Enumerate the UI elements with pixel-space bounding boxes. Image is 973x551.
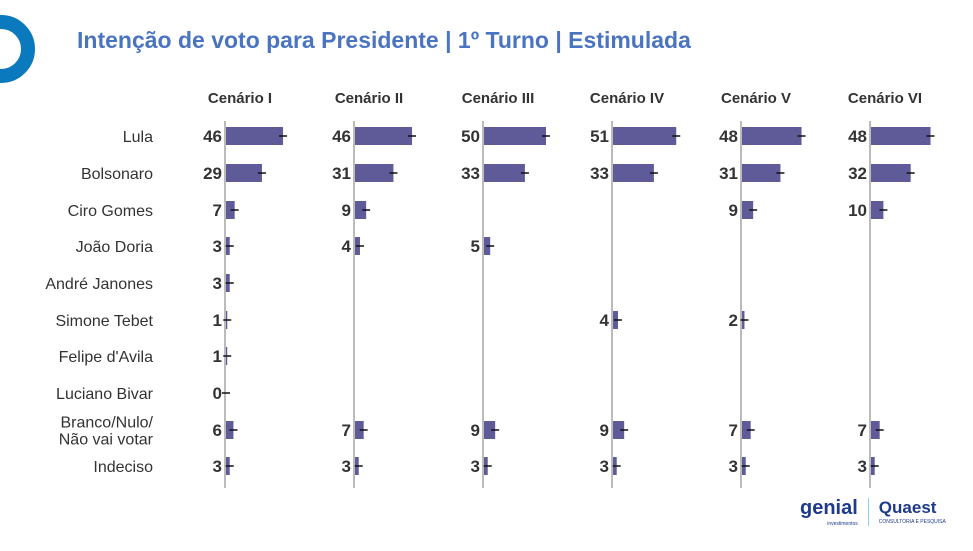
candidate-label: Lula [123,129,153,146]
bar [742,127,802,145]
bar [613,127,677,145]
bar [226,201,235,219]
candidate-label: João Doria [76,239,153,256]
data-label: 3 [600,457,609,476]
data-label: 3 [858,457,867,476]
data-label: 2 [729,311,738,330]
candidate-label: Luciano Bivar [56,386,154,403]
data-label: 46 [332,127,351,146]
candidate-label: Não vai votar [59,432,154,449]
data-label: 0 [213,384,222,403]
page-title: Intenção de voto para Presidente | 1º Tu… [77,27,691,53]
bar [226,164,262,182]
bar [613,421,625,439]
candidate-label: Simone Tebet [55,313,153,330]
data-label: 9 [471,421,480,440]
data-label: 5 [471,237,480,256]
data-label: 10 [848,201,867,220]
bar [355,201,367,219]
bar [484,421,496,439]
candidate-label: André Janones [45,276,153,293]
data-label: 1 [213,347,222,366]
candidate-label: Indeciso [93,459,153,476]
data-label: 3 [213,274,222,293]
genial-logo-text: genial [800,497,858,519]
genial-logo: genial investimentos [800,496,858,528]
scenario-header: Cenário VI [848,90,922,107]
bar [484,127,546,145]
data-label: 9 [729,201,738,220]
data-label: 32 [848,164,867,183]
data-label: 3 [342,457,351,476]
data-label: 46 [203,127,222,146]
genial-logo-subtitle: investimentos [827,521,858,527]
quaest-logo-subtitle: CONSULTORIA E PESQUISA [878,519,946,526]
quaest-logo-text: Quaest [878,497,937,517]
bar [613,164,654,182]
data-label: 1 [213,311,222,330]
data-label: 31 [332,164,351,183]
data-label: 3 [729,457,738,476]
data-label: 50 [461,127,480,146]
bar [226,127,284,145]
candidate-label: Ciro Gomes [68,203,153,220]
data-label: 33 [461,164,480,183]
scenario-header: Cenário I [208,90,272,107]
scenario-header: Cenário III [462,90,535,107]
data-label: 3 [213,237,222,256]
bar [871,127,931,145]
candidate-label: Branco/Nulo/ [61,415,154,432]
data-label: 33 [590,164,609,183]
candidate-label: Bolsonaro [81,166,153,183]
bar [742,421,751,439]
data-label: 7 [213,201,222,220]
data-label: 48 [719,127,738,146]
bar [871,421,880,439]
bar [484,164,525,182]
bar [871,164,911,182]
bar [355,421,364,439]
bar [355,127,413,145]
scenario-header: Cenário IV [590,90,664,107]
data-label: 9 [342,201,351,220]
bar [742,201,754,219]
data-label: 7 [729,421,738,440]
scenario-header: Cenário V [721,90,791,107]
candidate-label: Felipe d'Avila [59,349,153,366]
data-label: 9 [600,421,609,440]
quaest-logo: Quaest CONSULTORIA E PESQUISA [879,498,946,526]
bar [742,164,781,182]
data-label: 51 [590,127,609,146]
logo-divider [867,497,869,526]
data-label: 3 [471,457,480,476]
data-label: 4 [600,311,610,330]
logos: genial investimentos Quaest CONSULTORIA E … [800,496,946,528]
data-label: 48 [848,127,867,146]
data-label: 3 [213,457,222,476]
data-label: 6 [213,421,222,440]
data-label: 7 [342,421,351,440]
bar [355,164,394,182]
data-label: 31 [719,164,738,183]
bar [871,201,884,219]
scenario-header: Cenário II [335,90,403,107]
data-label: 29 [203,164,222,183]
data-label: 4 [342,237,352,256]
data-label: 7 [858,421,867,440]
